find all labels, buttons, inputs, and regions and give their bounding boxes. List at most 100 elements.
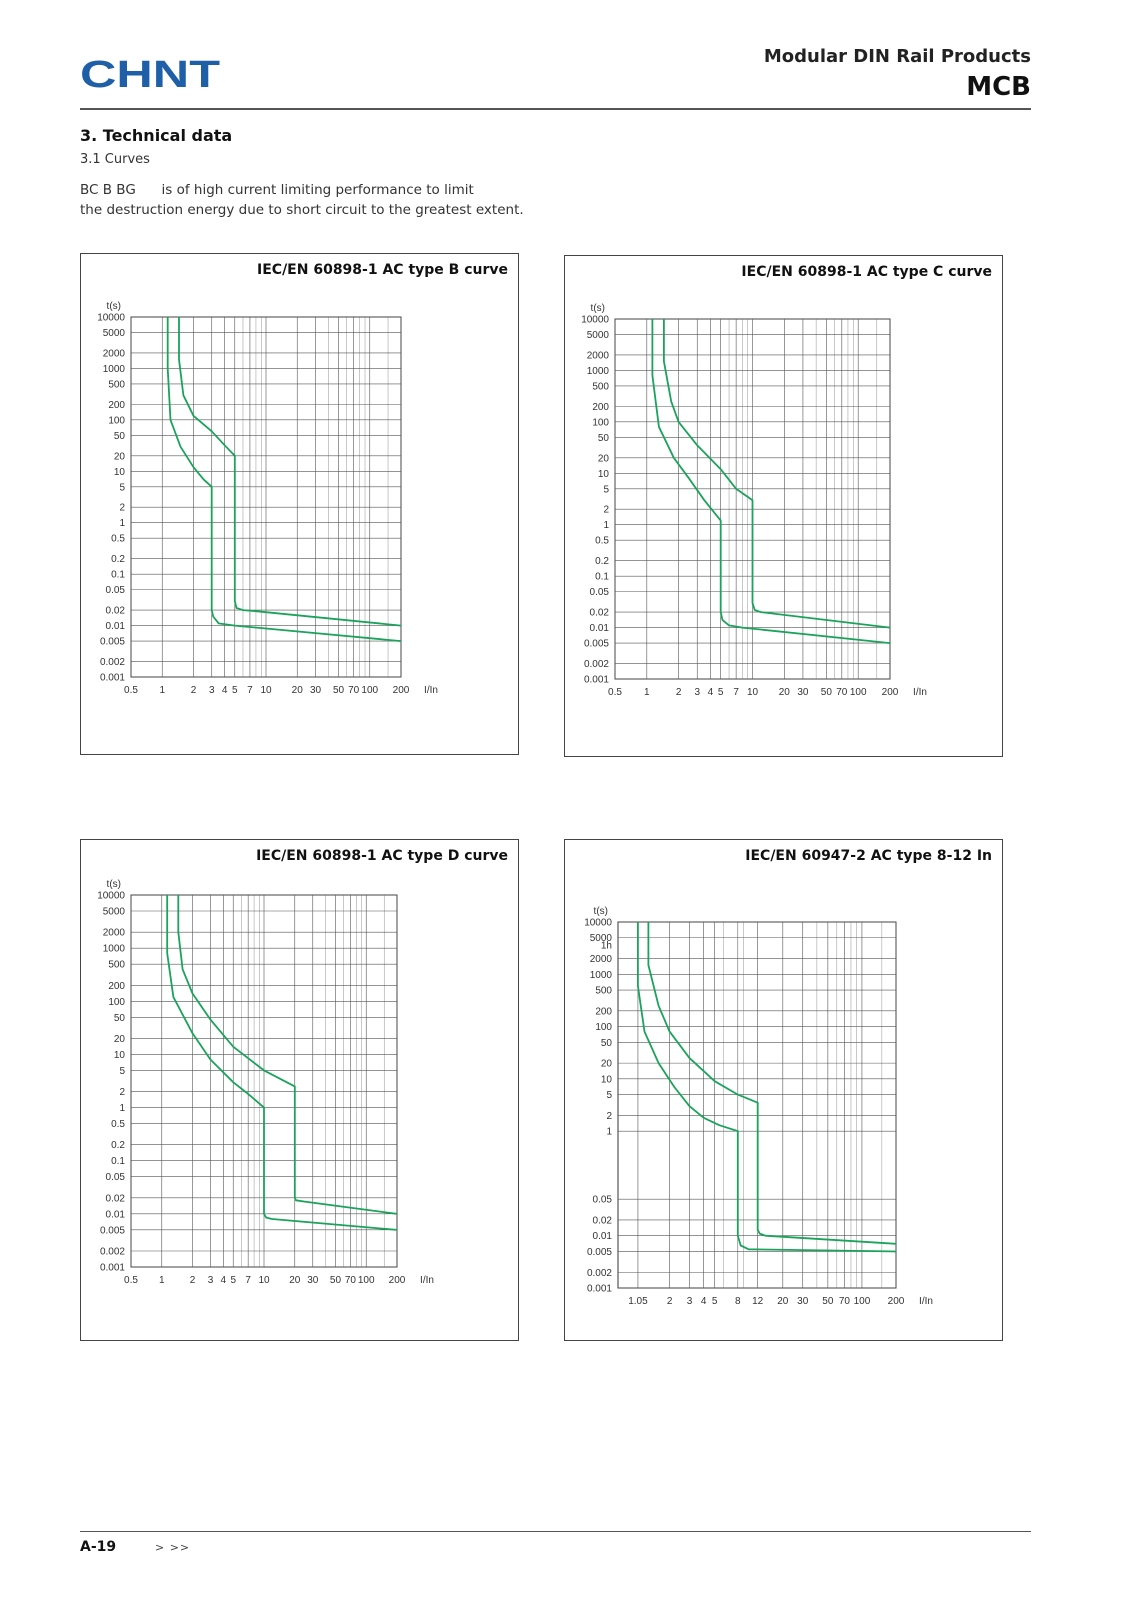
x-tick-label: 1 bbox=[159, 1275, 165, 1286]
y-tick-label: 200 bbox=[592, 402, 609, 413]
chart-svg: 1.05 2 3 4 5 8 12 20 30 50 70 100 2001000050001h2000… bbox=[584, 906, 933, 1307]
y-tick-label: 1000 bbox=[103, 944, 126, 955]
x-tick-label: 50 bbox=[821, 687, 833, 698]
y-tick-label: 1 bbox=[119, 1103, 125, 1114]
y-tick-label: 5000 bbox=[587, 330, 610, 341]
page-nav-arrows[interactable]: > >> bbox=[155, 1541, 191, 1554]
y-tick-label: 10 bbox=[114, 467, 126, 478]
y-tick-label: 50 bbox=[114, 431, 126, 442]
y-tick-label: 1 bbox=[603, 520, 609, 531]
x-tick-label: 4 bbox=[708, 687, 714, 698]
x-tick-label: 2 bbox=[676, 687, 682, 698]
x-tick-label: 0.5 bbox=[124, 685, 138, 696]
y-tick-label: 0.1 bbox=[595, 572, 609, 583]
curve-lower-bound bbox=[637, 922, 897, 1253]
y-tick-label: 0.005 bbox=[100, 637, 125, 648]
y-tick-label: 100 bbox=[592, 417, 609, 428]
y-tick-label: 10000 bbox=[584, 918, 612, 929]
y-axis-label: t(s) bbox=[107, 879, 121, 890]
y-tick-label: 1h bbox=[601, 941, 612, 952]
chnt-logo: CHNT bbox=[80, 54, 220, 94]
y-tick-label: 0.05 bbox=[590, 587, 610, 598]
y-tick-label: 10000 bbox=[581, 315, 609, 326]
y-tick-label: 2 bbox=[119, 503, 125, 514]
x-tick-label: 7 bbox=[733, 687, 739, 698]
x-tick-label: 10 bbox=[260, 685, 272, 696]
chart-title: IEC/EN 60898-1 AC type B curve bbox=[257, 262, 508, 278]
x-tick-label: 200 bbox=[389, 1275, 406, 1286]
y-tick-label: 0.001 bbox=[587, 1284, 612, 1295]
section-subtitle: 3.1 Curves bbox=[80, 152, 150, 167]
intro-models: BC B BG bbox=[80, 182, 136, 198]
y-tick-label: 20 bbox=[114, 1034, 126, 1045]
brand-logo-text: CHNT bbox=[80, 54, 220, 94]
x-tick-label: 200 bbox=[882, 687, 899, 698]
page-number: A-19 bbox=[80, 1539, 117, 1555]
x-tick-label: 5 bbox=[718, 687, 724, 698]
y-tick-label: 0.5 bbox=[111, 534, 125, 545]
x-tick-label: 3 bbox=[687, 1296, 693, 1307]
x-tick-label: 1 bbox=[644, 687, 650, 698]
y-tick-label: 0.002 bbox=[584, 659, 609, 670]
chart-svg: 0.5 1 2 3 4 5 7 10 20 30 50 70 100 200100005000200010… bbox=[581, 303, 927, 698]
chart-title: IEC/EN 60898-1 AC type C curve bbox=[741, 264, 992, 280]
x-tick-label: 20 bbox=[289, 1275, 301, 1286]
x-tick-label: 200 bbox=[888, 1296, 905, 1307]
footer-divider bbox=[80, 1531, 1031, 1532]
chart-svg: 0.5 1 2 3 4 5 7 10 20 30 50 70 100 200100005000200010… bbox=[97, 301, 438, 696]
y-tick-label: 1000 bbox=[587, 366, 610, 377]
x-tick-label: 4 bbox=[701, 1296, 707, 1307]
y-tick-label: 0.005 bbox=[587, 1247, 612, 1258]
curve-upper-bound bbox=[178, 317, 402, 627]
x-tick-label: 10 bbox=[258, 1275, 270, 1286]
header-divider bbox=[80, 108, 1031, 110]
y-tick-label: 10 bbox=[598, 469, 610, 480]
chart-svg: 0.5 1 2 3 4 5 7 10 20 30 50 70 100 200100005000200010… bbox=[97, 879, 434, 1286]
section-title: 3. Technical data bbox=[80, 126, 233, 145]
y-tick-label: 0.01 bbox=[590, 623, 610, 634]
curve-upper-bound bbox=[177, 895, 398, 1215]
y-tick-label: 2000 bbox=[103, 348, 126, 359]
x-tick-label: 4 bbox=[222, 685, 228, 696]
x-tick-label: 70 bbox=[839, 1296, 851, 1307]
curve-upper-bound bbox=[647, 922, 897, 1245]
y-tick-label: 0.01 bbox=[106, 1209, 126, 1220]
y-tick-label: 0.05 bbox=[593, 1195, 613, 1206]
x-tick-label: 50 bbox=[330, 1275, 342, 1286]
x-tick-label: 200 bbox=[393, 685, 410, 696]
y-tick-label: 500 bbox=[108, 379, 125, 390]
y-tick-label: 2000 bbox=[590, 954, 613, 965]
y-tick-label: 0.05 bbox=[106, 1172, 126, 1183]
y-tick-label: 0.1 bbox=[111, 570, 125, 581]
curve-lower-bound bbox=[166, 317, 402, 642]
y-tick-label: 5 bbox=[603, 484, 609, 495]
y-tick-label: 500 bbox=[592, 381, 609, 392]
chart-8-12-in-curve: 1.05 2 3 4 5 8 12 20 30 50 70 100 200 10000 5000 1h 2000… bbox=[564, 839, 1003, 1341]
y-tick-label: 20 bbox=[114, 451, 126, 462]
y-tick-label: 0.02 bbox=[106, 1193, 126, 1204]
y-tick-label: 20 bbox=[601, 1059, 613, 1070]
y-tick-label: 5000 bbox=[103, 906, 126, 917]
intro-line-1: is of high current limiting performance … bbox=[161, 182, 474, 198]
y-tick-label: 0.2 bbox=[595, 556, 609, 567]
y-tick-label: 0.005 bbox=[100, 1225, 125, 1236]
x-tick-label: 12 bbox=[752, 1296, 764, 1307]
y-tick-label: 5 bbox=[119, 482, 125, 493]
x-tick-label: 2 bbox=[191, 685, 197, 696]
y-axis-label: t(s) bbox=[107, 301, 121, 312]
y-tick-label: 0.05 bbox=[106, 585, 126, 596]
curve-lower-bound bbox=[651, 319, 891, 644]
y-tick-label: 0.5 bbox=[595, 536, 609, 547]
y-tick-label: 0.002 bbox=[587, 1268, 612, 1279]
y-tick-label: 200 bbox=[595, 1006, 612, 1017]
x-tick-label: 20 bbox=[779, 687, 791, 698]
y-tick-label: 20 bbox=[598, 453, 610, 464]
x-tick-label: 5 bbox=[230, 1275, 236, 1286]
x-tick-label: 1 bbox=[159, 685, 165, 696]
x-tick-label: 4 bbox=[221, 1275, 227, 1286]
x-tick-label: 30 bbox=[307, 1275, 319, 1286]
y-axis-label: t(s) bbox=[591, 303, 605, 314]
y-tick-label: 0.1 bbox=[111, 1156, 125, 1167]
chart-c-curve: 0.5 1 2 3 4 5 7 10 20 30 50 70 100 200 10000 5000 2000 10… bbox=[564, 255, 1003, 757]
x-tick-label: 10 bbox=[747, 687, 759, 698]
